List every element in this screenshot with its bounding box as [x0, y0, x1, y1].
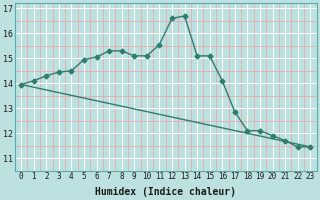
X-axis label: Humidex (Indice chaleur): Humidex (Indice chaleur) [95, 186, 236, 197]
